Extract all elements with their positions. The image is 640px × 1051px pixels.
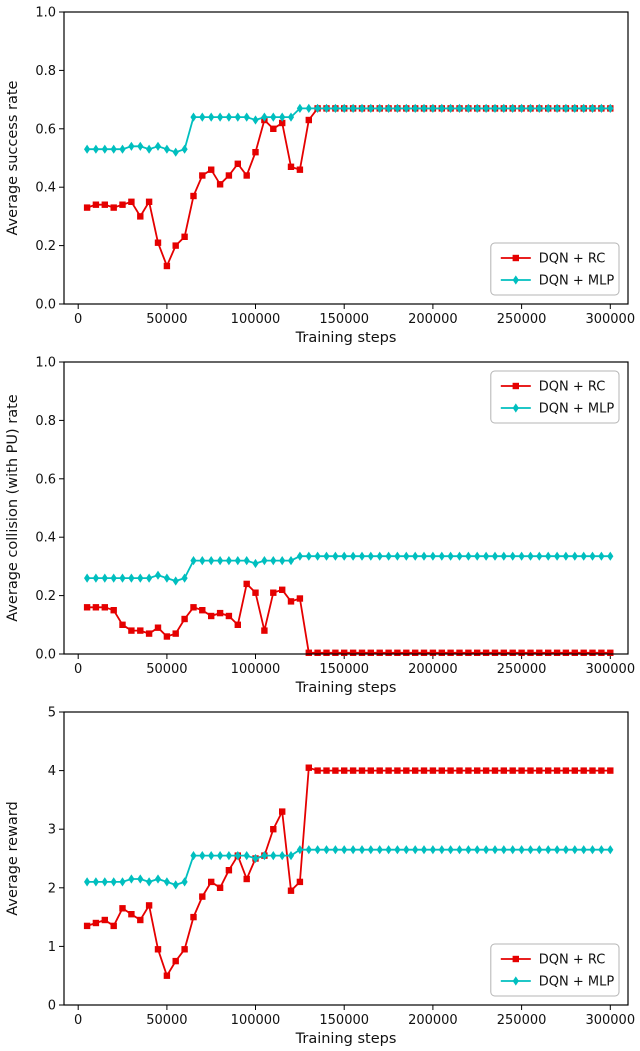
x-axis-label: Training steps: [295, 1031, 397, 1047]
legend: DQN + RC DQN + MLP: [490, 370, 620, 424]
y-tick-label: 1.0: [35, 356, 56, 371]
x-tick-label: 100000: [231, 1013, 281, 1028]
chart-average-success-rate: 0 50000 100000 150000 200000 250000 300000 0.0 0…: [5, 6, 635, 347]
legend: DQN + RC DQN + MLP: [490, 943, 620, 997]
x-tick-label: 50000: [146, 312, 187, 327]
x-axis-label: Training steps: [295, 330, 397, 346]
legend-entry-dqn-rc: DQN + RC: [500, 252, 606, 267]
legend-entry-dqn-mlp: DQN + MLP: [500, 274, 615, 289]
series-dqn-rc: [83, 764, 614, 979]
x-tick-label: 300000: [585, 312, 635, 327]
legend-entry-dqn-rc: DQN + RC: [500, 953, 606, 968]
series-dqn-mlp: [84, 103, 614, 157]
y-tick-label: 0.8: [35, 64, 56, 79]
y-tick-label: 0.2: [35, 239, 56, 254]
x-tick-label: 0: [74, 1013, 82, 1028]
axes-spines: [63, 11, 629, 305]
legend-label: DQN + MLP: [539, 274, 615, 289]
x-tick-label: 200000: [408, 312, 458, 327]
legend-label: DQN + MLP: [539, 975, 615, 990]
legend-entry-dqn-mlp: DQN + MLP: [500, 402, 615, 417]
x-tick-label: 100000: [231, 662, 281, 677]
y-tick-label: 0.8: [35, 414, 56, 429]
y-axis-label: Average collision (with PU) rate: [5, 394, 21, 622]
x-tick-label: 150000: [319, 662, 369, 677]
series-dqn-rc: [83, 580, 614, 656]
legend-label: DQN + RC: [539, 953, 606, 968]
y-tick-label: 0: [48, 999, 56, 1014]
chart-average-reward: 0 50000 100000 150000 200000 250000 300000 0 1 2 3…: [5, 706, 635, 1048]
legend-entry-dqn-rc: DQN + RC: [500, 380, 606, 395]
x-axis-label: Training steps: [295, 680, 397, 696]
y-axis-label: Average reward: [5, 801, 21, 915]
y-tick-label: 0.6: [35, 472, 56, 487]
y-tick-label: 0.0: [35, 298, 56, 313]
legend-label: DQN + MLP: [539, 402, 615, 417]
x-tick-label: 250000: [497, 662, 547, 677]
x-tick-label: 200000: [408, 662, 458, 677]
y-tick-label: 0.4: [35, 181, 56, 196]
x-tick-label: 0: [74, 662, 82, 677]
y-tick-label: 1: [48, 940, 56, 955]
x-tick-label: 50000: [146, 1013, 187, 1028]
x-tick-label: 150000: [319, 312, 369, 327]
x-tick-label: 250000: [497, 1013, 547, 1028]
x-tick-label: 200000: [408, 1013, 458, 1028]
y-tick-label: 0.6: [35, 122, 56, 137]
chart-average-collision-rate: 0 50000 100000 150000 200000 250000 300000 0.0 0…: [5, 356, 635, 697]
y-axis-label: Average success rate: [5, 80, 21, 235]
y-tick-label: 0.0: [35, 648, 56, 663]
y-tick-label: 1.0: [35, 6, 56, 21]
y-tick-label: 0.2: [35, 589, 56, 604]
legend-label: DQN + RC: [539, 252, 606, 267]
axes-spines: [63, 361, 629, 655]
x-tick-label: 300000: [585, 1013, 635, 1028]
y-tick-label: 5: [48, 706, 56, 721]
y-tick-label: 0.4: [35, 531, 56, 546]
x-tick-label: 0: [74, 312, 82, 327]
y-tick-label: 2: [48, 881, 56, 896]
x-tick-label: 100000: [231, 312, 281, 327]
x-tick-label: 150000: [319, 1013, 369, 1028]
legend: DQN + RC DQN + MLP: [490, 242, 620, 296]
x-tick-label: 300000: [585, 662, 635, 677]
legend-entry-dqn-mlp: DQN + MLP: [500, 975, 615, 990]
y-tick-label: 3: [48, 823, 56, 838]
legend-label: DQN + RC: [539, 380, 606, 395]
y-tick-label: 4: [48, 764, 56, 779]
axes-spines: [63, 711, 629, 1006]
x-tick-label: 50000: [146, 662, 187, 677]
x-tick-label: 250000: [497, 312, 547, 327]
